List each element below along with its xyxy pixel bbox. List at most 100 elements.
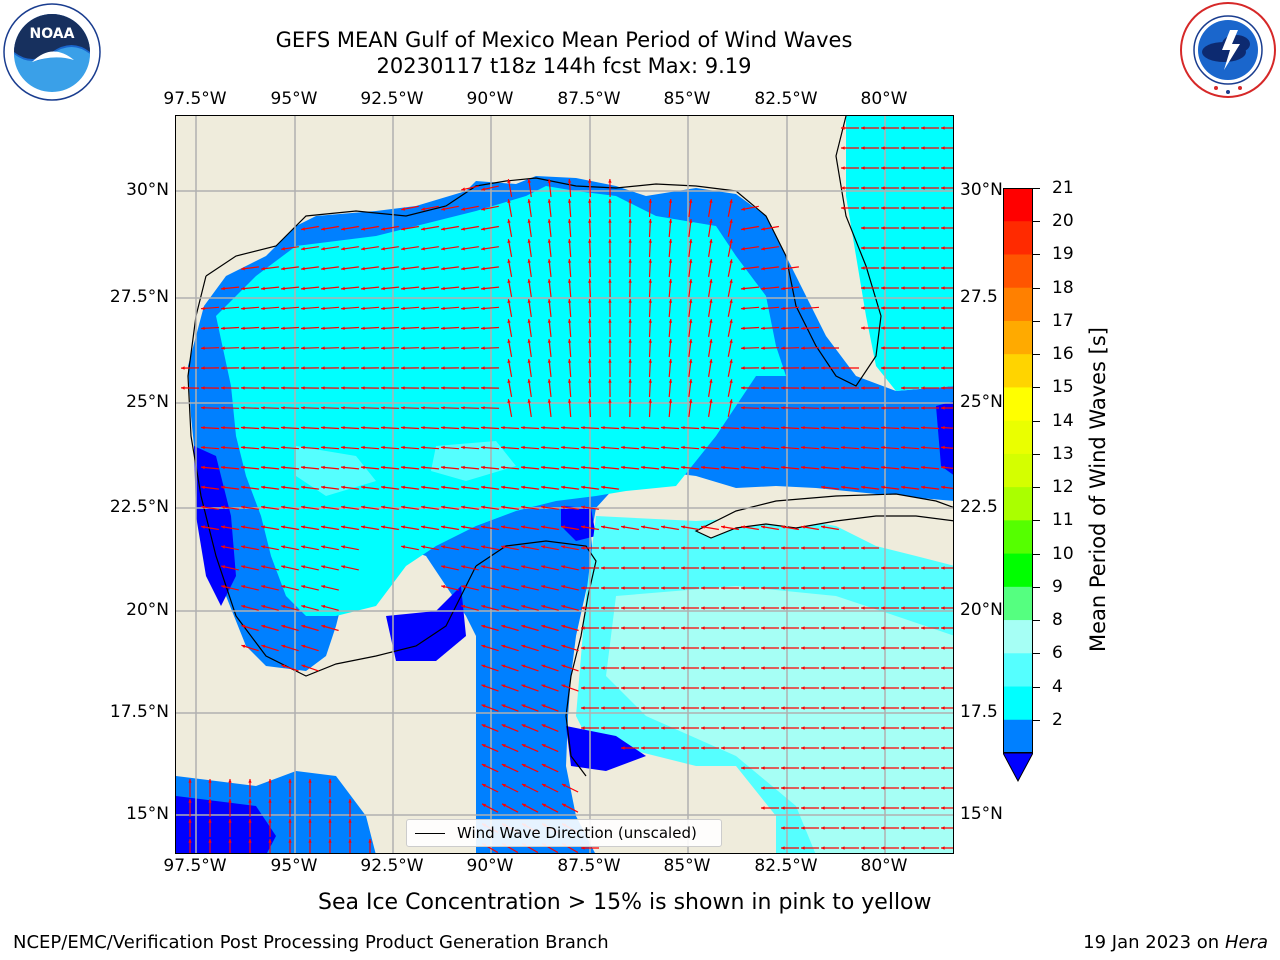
wind-arrow-head <box>341 386 345 390</box>
lon-tick-label: 85°W <box>663 89 711 109</box>
wind-arrow-head <box>881 246 885 250</box>
wind-arrow-head <box>421 346 425 350</box>
wind-arrow-head <box>901 806 905 810</box>
wind-arrow-head <box>228 799 232 803</box>
wind-arrow-head <box>881 806 885 810</box>
wind-arrow-head <box>688 279 693 283</box>
wind-arrow-head <box>541 784 546 788</box>
wind-arrow-head <box>941 846 945 850</box>
wind-arrow-head <box>301 326 305 330</box>
wind-arrow-head <box>861 206 865 210</box>
wind-arrow-head <box>321 227 325 231</box>
wind-arrow-head <box>841 846 845 850</box>
wind-arrow-head <box>709 279 713 283</box>
wind-arrow-head <box>208 779 212 783</box>
wind-arrow-head <box>681 546 685 550</box>
wind-arrow-head <box>621 606 625 610</box>
wind-arrow-head <box>481 704 486 708</box>
wind-arrow-head <box>701 465 705 470</box>
wind-arrow-head <box>841 766 845 770</box>
wind-arrow-head <box>527 359 531 363</box>
wind-arrow-head <box>421 227 425 231</box>
wind-arrow-head <box>241 565 246 569</box>
wind-arrow-head <box>901 366 905 370</box>
wind-arrow-head <box>621 445 625 450</box>
colorbar-swatches <box>1002 188 1034 783</box>
title-line-1: GEFS MEAN Gulf of Mexico Mean Period of … <box>275 28 853 52</box>
wind-arrow-head <box>761 546 765 550</box>
wind-arrow-head <box>641 566 645 570</box>
wind-arrow-head <box>641 686 645 690</box>
wind-arrow-head <box>301 525 305 529</box>
wind-arrow-head <box>781 826 785 830</box>
wind-arrow-head <box>341 465 345 470</box>
wind-arrow-head <box>821 826 825 830</box>
wind-arrow-head <box>521 664 526 668</box>
wind-arrow-head <box>481 724 486 728</box>
wind-arrow-head <box>801 606 805 610</box>
wind-arrow-head <box>661 525 665 529</box>
wind-arrow-head <box>941 566 945 570</box>
wind-arrow-head <box>281 346 285 350</box>
footer-left: NCEP/EMC/Verification Post Processing Pr… <box>13 932 609 953</box>
wind-arrow-head <box>608 399 612 403</box>
wind-arrow-head <box>729 239 733 243</box>
wind-arrow-head <box>481 406 485 410</box>
wind-arrow-head <box>441 545 445 549</box>
wind-arrow-head <box>729 399 733 403</box>
wind-arrow-head <box>709 319 713 323</box>
wind-arrow-head <box>921 726 925 730</box>
wind-arrow-head <box>501 545 505 549</box>
lon-tick-label: 85°W <box>663 856 711 876</box>
wind-arrow-head <box>521 624 526 629</box>
wind-arrow-head <box>401 545 405 549</box>
wind-arrow-head <box>688 359 693 363</box>
wind-arrow-head <box>547 359 552 363</box>
wind-arrow-head <box>941 806 945 810</box>
wind-arrow-head <box>841 786 845 790</box>
wind-arrow-head <box>648 399 652 403</box>
wind-arrow-head <box>628 379 632 383</box>
wind-arrow-head <box>901 406 905 410</box>
wind-arrow-head <box>308 779 312 783</box>
wind-arrow-head <box>841 465 845 470</box>
wind-arrow-head <box>301 366 305 370</box>
colorbar-tick-label: 11 <box>1052 510 1074 531</box>
wind-arrow-head <box>801 426 805 430</box>
wind-arrow-head <box>501 604 506 609</box>
wind-arrow-head <box>648 199 652 203</box>
wind-arrow-head <box>801 746 805 750</box>
colorbar-tick-mark <box>1033 420 1040 422</box>
wind-arrow-head <box>821 726 825 730</box>
wind-arrow-head <box>221 366 225 370</box>
wind-arrow-head <box>301 505 305 509</box>
wind-arrow-head <box>648 259 652 263</box>
colorbar-tick-mark <box>1033 686 1040 688</box>
wind-arrow-head <box>781 646 785 650</box>
wind-arrow-head <box>461 187 466 191</box>
wind-arrow-head <box>361 227 365 231</box>
wind-arrow-head <box>507 279 511 283</box>
wind-arrow-head <box>621 686 625 690</box>
lon-tick-label: 90°W <box>466 89 514 109</box>
wind-arrow-head <box>821 786 825 790</box>
wind-arrow-head <box>521 684 526 688</box>
colorbar-tick-label: 15 <box>1052 377 1074 398</box>
wind-arrow-head <box>221 525 225 529</box>
wind-arrow-head <box>709 239 713 243</box>
wind-arrow-head <box>241 465 245 470</box>
wind-arrow-head <box>621 666 625 670</box>
wind-arrow-head <box>521 465 525 470</box>
wind-arrow-head <box>801 646 805 650</box>
wind-arrow-head <box>941 726 945 730</box>
wind-arrow-head <box>681 686 685 690</box>
wind-arrow-head <box>901 346 905 350</box>
wind-arrow-head <box>741 266 745 271</box>
wind-arrow-head <box>901 606 905 610</box>
wind-arrow-head <box>881 426 885 430</box>
wind-arrow-head <box>221 406 225 410</box>
wind-arrow-head <box>241 445 245 450</box>
wind-arrow-head <box>801 626 805 630</box>
cuba <box>694 493 953 539</box>
wind-arrow-head <box>901 206 905 210</box>
